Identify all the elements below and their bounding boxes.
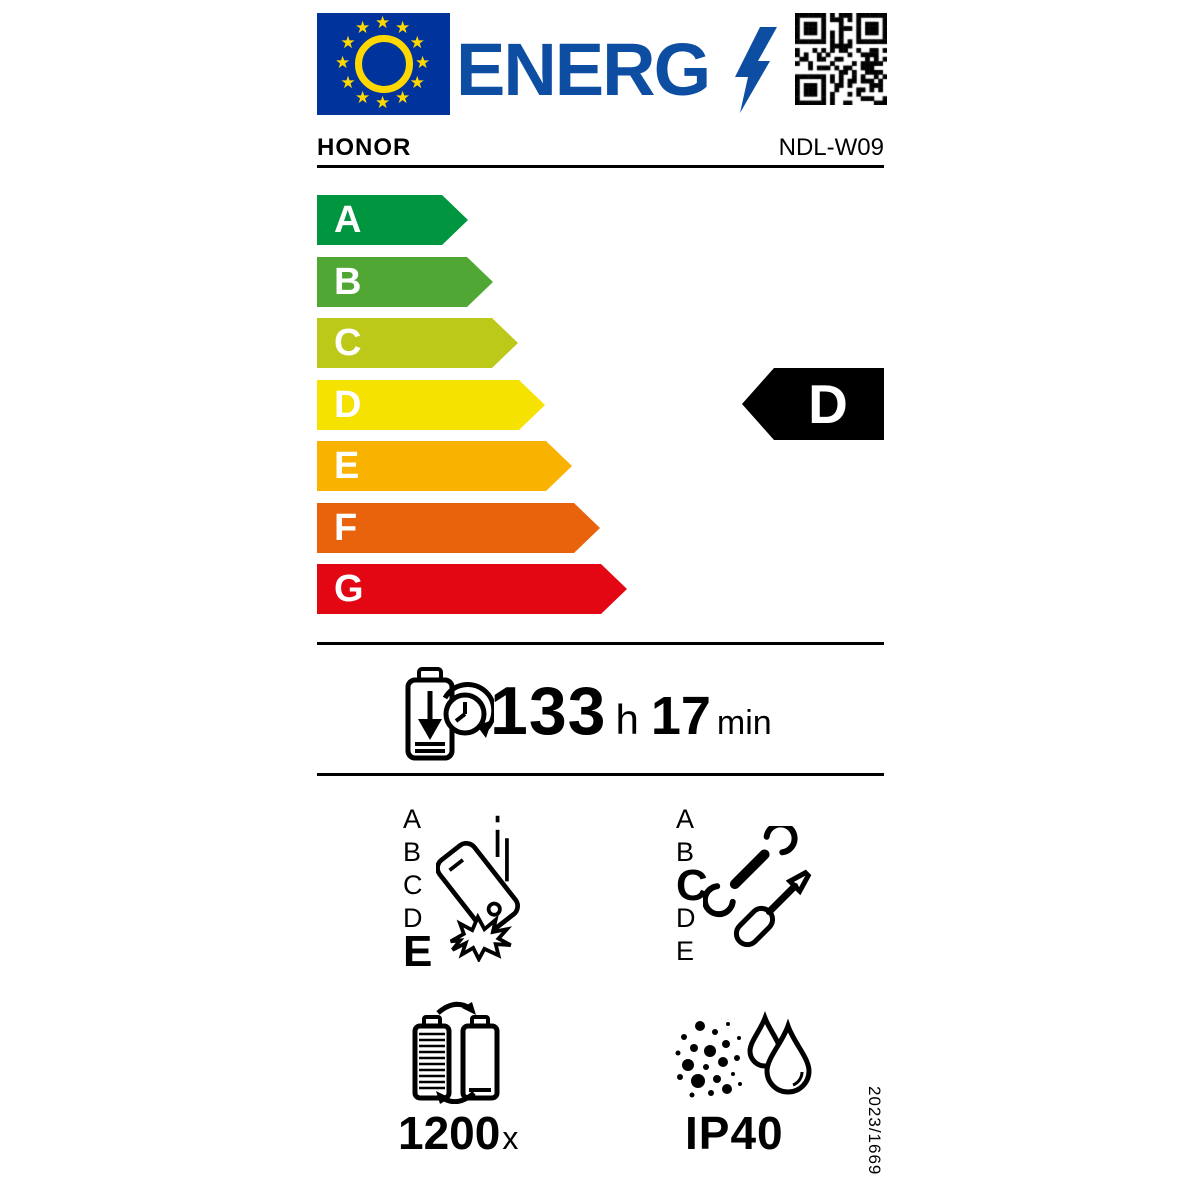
efficiency-row-G: G [317, 564, 627, 614]
divider-bottom [317, 773, 884, 776]
cycles-suffix: x [502, 1120, 519, 1156]
eu-flag-logo: ★ ★ ★ ★ ★ ★ ★ ★ ★ ★ ★ ★ [317, 13, 450, 115]
grade-option-A: A [676, 804, 695, 834]
eu-star-icon: ★ [355, 18, 371, 38]
grade-letter: B [334, 261, 362, 303]
endurance-minutes: 17 [650, 686, 711, 746]
model-number: NDL-W09 [778, 134, 884, 161]
eu-star-icon: ★ [355, 87, 371, 107]
repair-tools-icon [703, 826, 812, 948]
efficiency-row-C: C [317, 318, 518, 368]
grade-option-D: D [676, 903, 696, 933]
endurance-hours: 133 [490, 673, 607, 749]
efficiency-row-F: F [317, 503, 600, 553]
lightning-icon [735, 27, 777, 113]
eu-star-icon: ★ [409, 73, 425, 92]
battery-endurance-value: 133 h 17 min [490, 672, 772, 750]
eu-star-icon: ★ [409, 33, 425, 52]
eu-star-icon: ★ [340, 73, 356, 92]
eu-star-icon: ★ [375, 93, 391, 112]
brand-name: HONOR [317, 134, 412, 161]
cycles-count: 1200 [398, 1107, 501, 1159]
rating-grade: D [808, 373, 848, 435]
efficiency-row-B: B [317, 257, 493, 307]
rating-arrow: D [742, 368, 884, 440]
grade-option-E: E [403, 927, 433, 976]
grade-option-A: A [403, 804, 422, 834]
divider-middle [317, 642, 884, 645]
battery-cycles-value: 1200 x [398, 1106, 518, 1160]
battery-cycle-icon [412, 1001, 500, 1104]
grade-option-C: C [403, 870, 423, 900]
regulation-number: 2023/1669 [865, 1086, 884, 1176]
endurance-minutes-unit: min [716, 704, 772, 742]
eu-star-icon: ★ [415, 53, 431, 72]
grade-option-D: D [403, 903, 423, 933]
grade-letter: G [334, 568, 364, 610]
dust-particles-icon [675, 1021, 742, 1098]
grade-letter: C [334, 322, 362, 364]
eu-star-icon: ★ [395, 18, 411, 38]
qr-code [795, 13, 887, 105]
endurance-hours-unit: h [615, 696, 639, 743]
eu-star-icon: ★ [395, 87, 411, 107]
divider-top [317, 165, 884, 168]
efficiency-row-A: A [317, 195, 468, 245]
grade-option-B: B [676, 837, 695, 867]
efficiency-row-E: E [317, 441, 572, 491]
grade-letter: F [334, 507, 358, 549]
grade-letter: A [334, 199, 362, 241]
efficiency-row-D: D [317, 380, 545, 430]
water-drop-icon [747, 1011, 812, 1095]
eu-star-icon: ★ [335, 53, 351, 72]
phone-drop-icon [436, 815, 520, 962]
eu-star-icon: ★ [375, 13, 391, 32]
grade-letter: D [334, 384, 362, 426]
battery-endurance-icon [405, 667, 494, 761]
eu-logo-ring [354, 35, 413, 93]
eu-star-icon: ★ [340, 33, 356, 52]
ip-rating: IP40 [685, 1107, 784, 1159]
grade-option-E: E [676, 936, 695, 966]
grade-option-B: B [403, 837, 422, 867]
grade-letter: E [334, 445, 360, 487]
energ-logo-text: ENERG [456, 28, 711, 111]
